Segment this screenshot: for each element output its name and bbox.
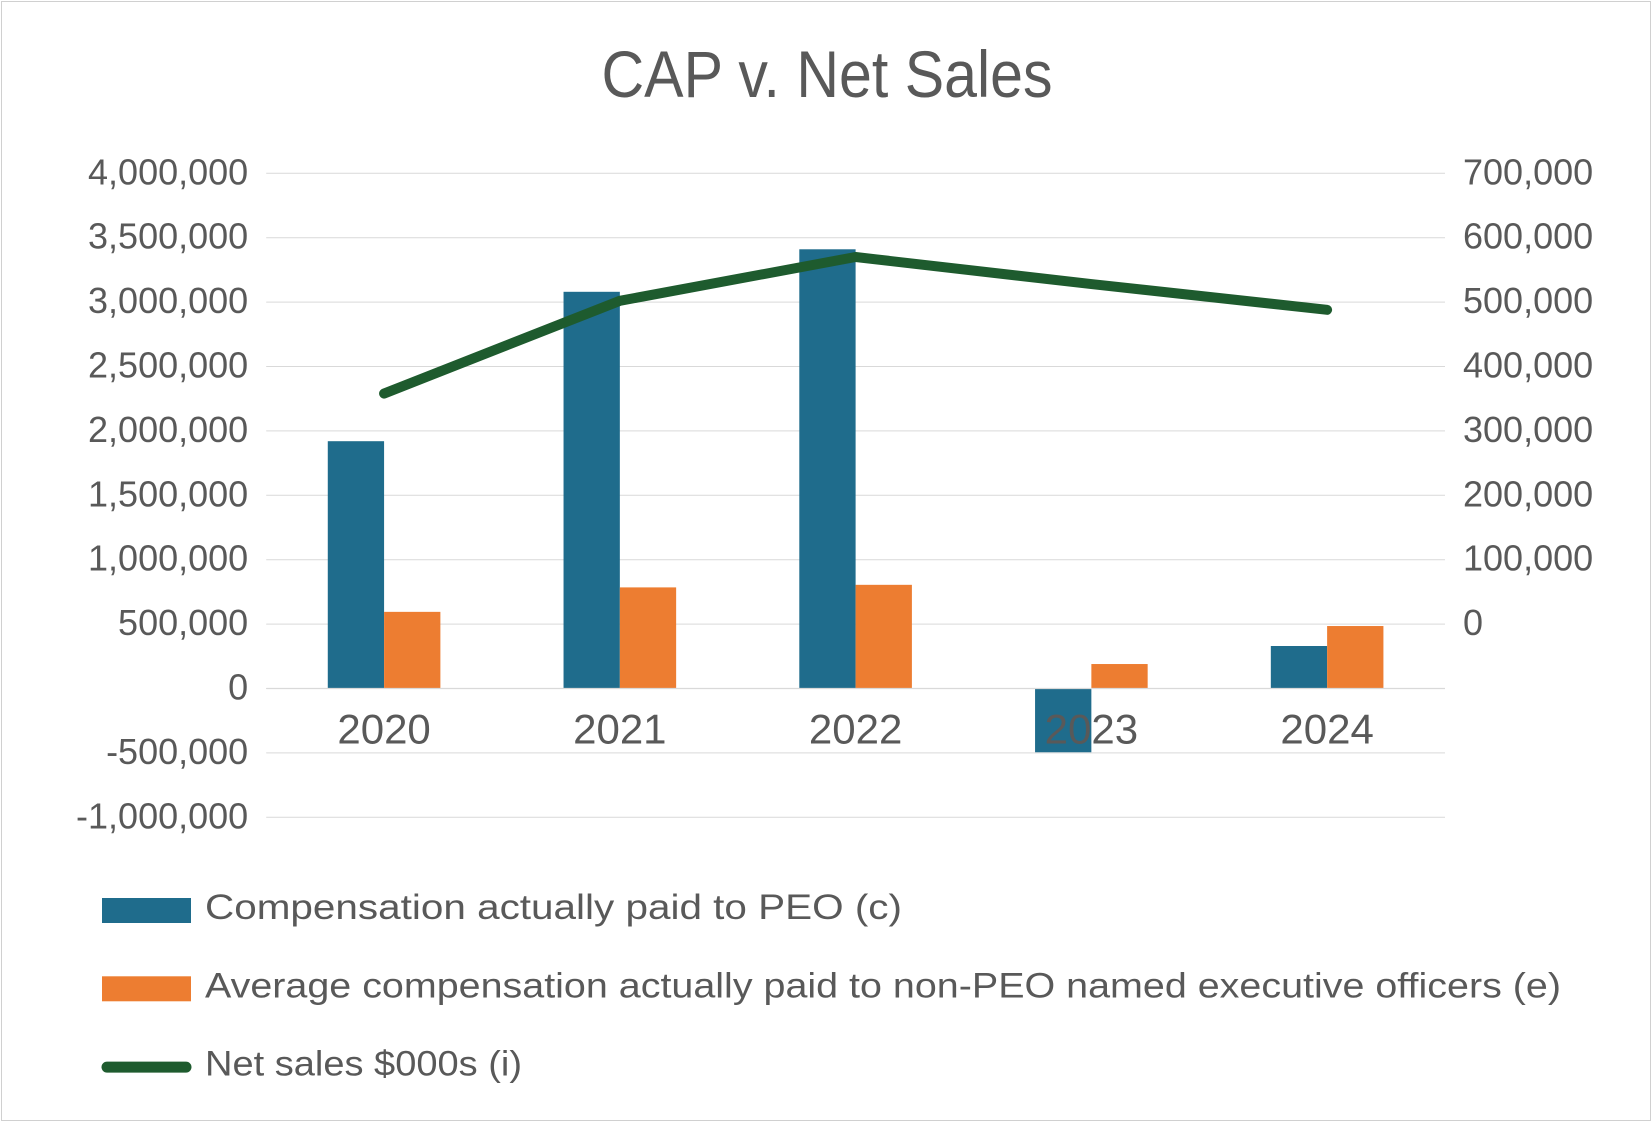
svg-text:Average compensation actually: Average compensation actually paid to no… <box>205 966 1561 1005</box>
svg-text:2,000,000: 2,000,000 <box>88 409 248 450</box>
svg-text:2021: 2021 <box>573 706 666 753</box>
svg-text:0: 0 <box>228 667 248 708</box>
svg-text:100,000: 100,000 <box>1463 538 1593 579</box>
svg-text:CAP v. Net Sales: CAP v. Net Sales <box>602 37 1053 111</box>
svg-text:2024: 2024 <box>1280 706 1373 753</box>
svg-text:500,000: 500,000 <box>1463 280 1593 321</box>
svg-text:2020: 2020 <box>337 706 430 753</box>
svg-text:3,500,000: 3,500,000 <box>88 216 248 257</box>
svg-text:700,000: 700,000 <box>1463 151 1593 192</box>
svg-text:-1,000,000: -1,000,000 <box>76 795 248 836</box>
svg-text:3,000,000: 3,000,000 <box>88 280 248 321</box>
svg-text:4,000,000: 4,000,000 <box>88 151 248 192</box>
svg-text:2,500,000: 2,500,000 <box>88 345 248 386</box>
svg-text:600,000: 600,000 <box>1463 216 1593 257</box>
svg-text:400,000: 400,000 <box>1463 345 1593 386</box>
svg-text:-500,000: -500,000 <box>106 731 248 772</box>
svg-text:0: 0 <box>1463 602 1483 643</box>
svg-text:Compensation actually paid to: Compensation actually paid to PEO (c) <box>205 888 902 927</box>
svg-text:200,000: 200,000 <box>1463 473 1593 514</box>
svg-text:1,500,000: 1,500,000 <box>88 473 248 514</box>
svg-text:500,000: 500,000 <box>118 602 248 643</box>
svg-text:Net sales $000s (i): Net sales $000s (i) <box>205 1045 522 1084</box>
svg-text:1,000,000: 1,000,000 <box>88 538 248 579</box>
svg-text:2023: 2023 <box>1045 706 1138 753</box>
svg-text:300,000: 300,000 <box>1463 409 1593 450</box>
svg-text:2022: 2022 <box>809 706 902 753</box>
